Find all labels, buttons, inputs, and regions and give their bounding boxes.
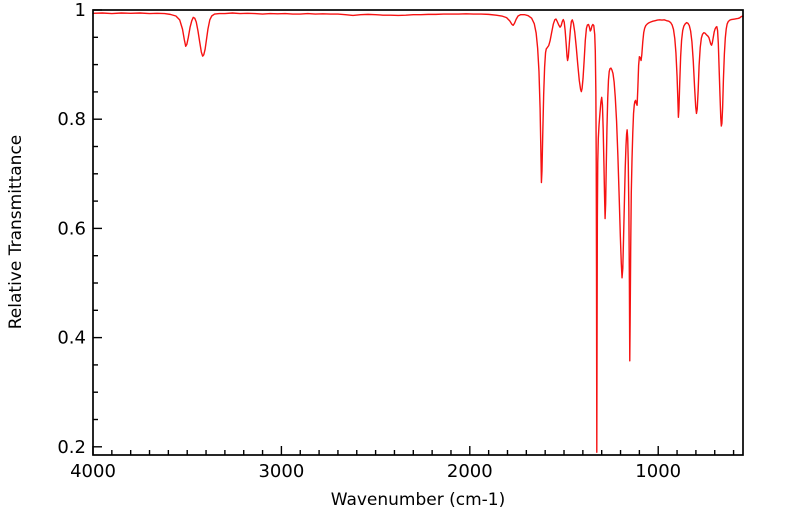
axis-ticks (92, 9, 735, 455)
x-tick-label: 3000 (258, 461, 304, 482)
x-tick-label: 4000 (70, 461, 116, 482)
x-tick-label: 2000 (447, 461, 493, 482)
y-axis-title: Relative Transmittance (6, 135, 26, 330)
axis-tick-labels: 4000 3000 2000 1000 1 0.8 0.6 0.4 0.2 (57, 0, 681, 482)
x-tick-label: 1000 (635, 461, 681, 482)
y-tick-label: 0.2 (57, 437, 86, 458)
spectrum-trace (92, 12, 744, 453)
x-axis-title: Wavenumber (cm-1) (331, 490, 506, 510)
y-tick-label: 0.4 (57, 328, 86, 349)
y-tick-label: 0.6 (57, 218, 86, 239)
y-tick-label: 0.8 (57, 109, 86, 130)
y-tick-label: 1 (75, 0, 86, 21)
plot-frame (92, 9, 744, 456)
